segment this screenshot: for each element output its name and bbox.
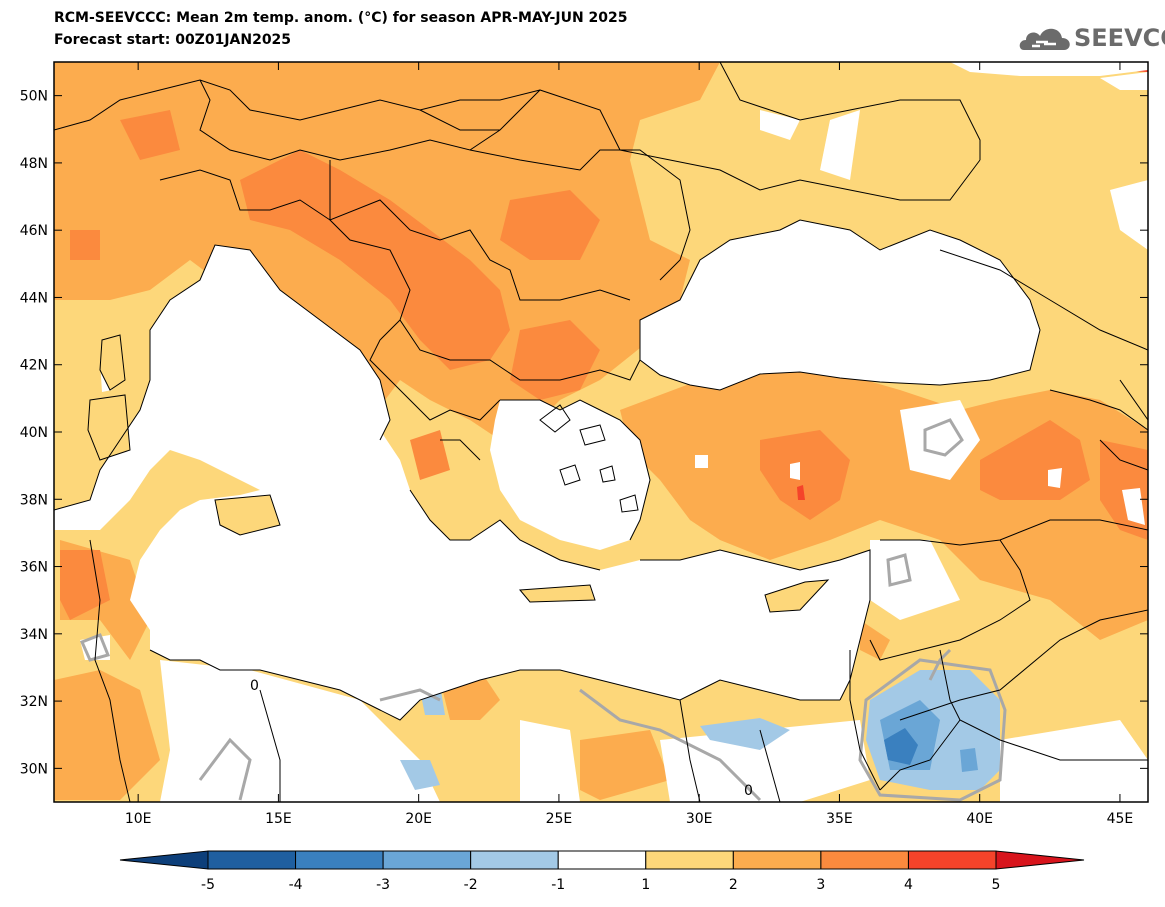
- island-outlines: [539, 404, 639, 513]
- colorbar-label: 5: [992, 877, 1001, 893]
- sea-areas: [54, 220, 1040, 720]
- colorbar-segment: [820, 850, 909, 870]
- colorbar-segment: [732, 850, 822, 870]
- colorbar-segment: [645, 850, 734, 870]
- lat-tick-label: 48N: [20, 156, 48, 172]
- lat-tick-label: 36N: [20, 560, 48, 576]
- lon-tick-label: 15E: [265, 811, 292, 827]
- colorbar-label: 2: [729, 877, 738, 893]
- cloud-icon: [1019, 28, 1070, 50]
- lat-tick-label: 46N: [20, 223, 48, 239]
- colorbar-label: -3: [376, 877, 390, 893]
- colorbar-label: -5: [201, 877, 215, 893]
- colorbar-segment: [907, 850, 997, 870]
- colorbar: -5 -4 -3 -2 -1 1 2 3 4 5: [119, 850, 1085, 893]
- colorbar-label: 4: [904, 877, 913, 893]
- contour-label-0: 0: [250, 678, 259, 694]
- logo-text: SEEVCCC: [1074, 24, 1165, 52]
- lon-tick-label: 20E: [405, 811, 432, 827]
- lon-tick-label: 30E: [686, 811, 713, 827]
- lat-tick-label: 50N: [20, 89, 48, 105]
- islands: [87, 334, 830, 613]
- contour-label-0-b: 0: [744, 783, 753, 799]
- lon-tick-label: 45E: [1107, 811, 1134, 827]
- title-line-2: Forecast start: 00Z01JAN2025: [54, 32, 292, 48]
- lat-tick-label: 38N: [20, 492, 48, 508]
- lon-tick-label: 25E: [546, 811, 573, 827]
- colorbar-label: -1: [551, 877, 565, 893]
- lon-tick-label: 40E: [966, 811, 993, 827]
- lat-tick-label: 32N: [20, 694, 48, 710]
- lat-tick-label: 34N: [20, 627, 48, 643]
- lat-tick-label: 30N: [20, 761, 48, 777]
- colorbar-segment: [557, 850, 647, 870]
- title-line-1: RCM-SEEVCCC: Mean 2m temp. anom. (°C) fo…: [54, 10, 628, 26]
- colorbar-segment: [207, 850, 297, 870]
- map-plot-area: 0 0: [54, 62, 1148, 802]
- lat-tick-label: 40N: [20, 425, 48, 441]
- colorbar-low-extension: [119, 850, 209, 870]
- colorbar-label: -4: [289, 877, 303, 893]
- seevccc-logo: SEEVCCC: [1018, 18, 1165, 58]
- lat-tick-label: 42N: [20, 358, 48, 374]
- colorbar-label: 3: [816, 877, 825, 893]
- zero-contours: [79, 418, 1007, 802]
- negative-anomaly-regions: [400, 670, 1000, 790]
- colorbar-label: -2: [464, 877, 478, 893]
- coastlines: [54, 219, 1041, 721]
- colorbar-label: 1: [641, 877, 650, 893]
- lon-tick-label: 10E: [125, 811, 152, 827]
- longitude-axis: 10E 15E 20E 25E 30E 35E 40E 45E: [125, 62, 1133, 827]
- lat-tick-label: 44N: [20, 290, 48, 306]
- country-borders: [54, 62, 1148, 802]
- lon-tick-label: 35E: [826, 811, 853, 827]
- latitude-axis: 50N 48N 46N 44N 42N 40N 38N 36N 34N 32N 30N: [20, 89, 1148, 777]
- colorbar-segment: [295, 850, 384, 870]
- colorbar-segment: [382, 850, 472, 870]
- colorbar-segment: [470, 850, 559, 870]
- colorbar-high-extension: [995, 850, 1085, 870]
